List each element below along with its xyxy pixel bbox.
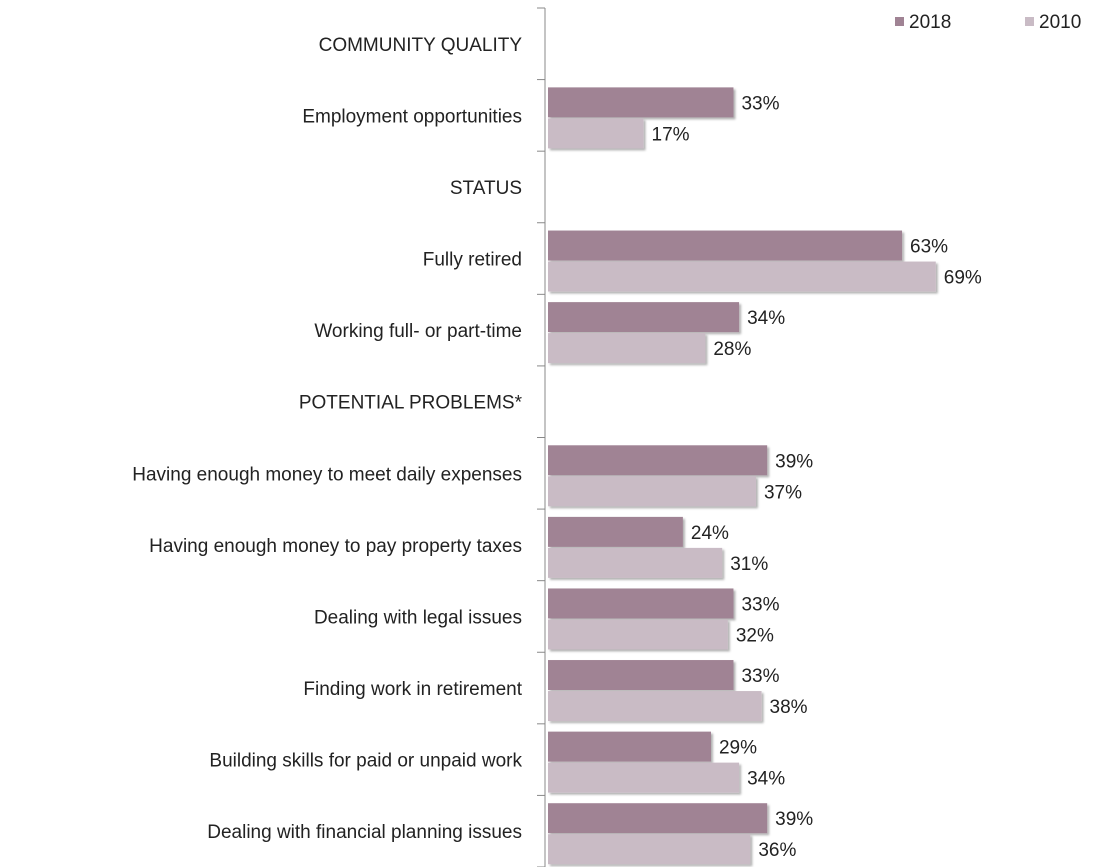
value-label: 33% [741,594,779,615]
category-label: POTENTIAL PROBLEMS* [299,393,523,414]
bar [548,516,683,547]
bar [548,619,728,650]
value-label: 39% [775,451,813,472]
bar [548,803,768,834]
category-label: Employment opportunities [302,106,522,127]
bar [548,445,768,476]
bar [548,691,762,722]
value-label: 17% [652,124,690,145]
category-label: Having enough money to meet daily expens… [132,464,522,485]
bar [548,834,751,865]
bar [548,547,723,578]
bar [548,660,734,691]
value-label: 63% [910,237,948,258]
value-label: 29% [719,738,757,759]
value-label: 38% [770,697,808,718]
value-label: 33% [741,666,779,687]
legend-label: 2010 [1039,12,1081,33]
value-label: 24% [691,523,729,544]
category-label: Working full- or part-time [314,321,522,342]
category-label: Dealing with financial planning issues [207,822,522,843]
legend-swatch [895,17,904,26]
bar [548,87,734,118]
category-label: Dealing with legal issues [314,607,522,628]
value-label: 34% [747,769,785,790]
value-label: 31% [730,554,768,575]
value-label: 36% [758,840,796,861]
category-label: STATUS [450,178,522,199]
category-label: Finding work in retirement [303,679,522,700]
value-label: 69% [944,268,982,289]
value-label: 28% [713,339,751,360]
value-label: 32% [736,625,774,646]
category-label: COMMUNITY QUALITY [319,35,523,56]
bar [548,588,734,619]
category-label: Building skills for paid or unpaid work [209,751,522,772]
bar [548,230,903,261]
bar [548,118,644,149]
bar [548,261,936,292]
bar [548,731,711,762]
bar [548,302,740,333]
bar [548,762,740,793]
bar [548,333,706,364]
legend-swatch [1025,17,1034,26]
legend-label: 2018 [909,12,951,33]
value-label: 34% [747,308,785,329]
category-label: Fully retired [423,250,522,271]
value-label: 37% [764,482,802,503]
value-label: 39% [775,809,813,830]
category-label: Having enough money to pay property taxe… [149,536,522,557]
value-label: 33% [741,93,779,114]
bar [548,476,756,507]
